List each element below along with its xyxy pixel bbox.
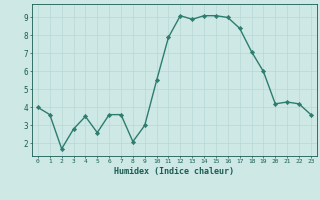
- X-axis label: Humidex (Indice chaleur): Humidex (Indice chaleur): [115, 167, 234, 176]
